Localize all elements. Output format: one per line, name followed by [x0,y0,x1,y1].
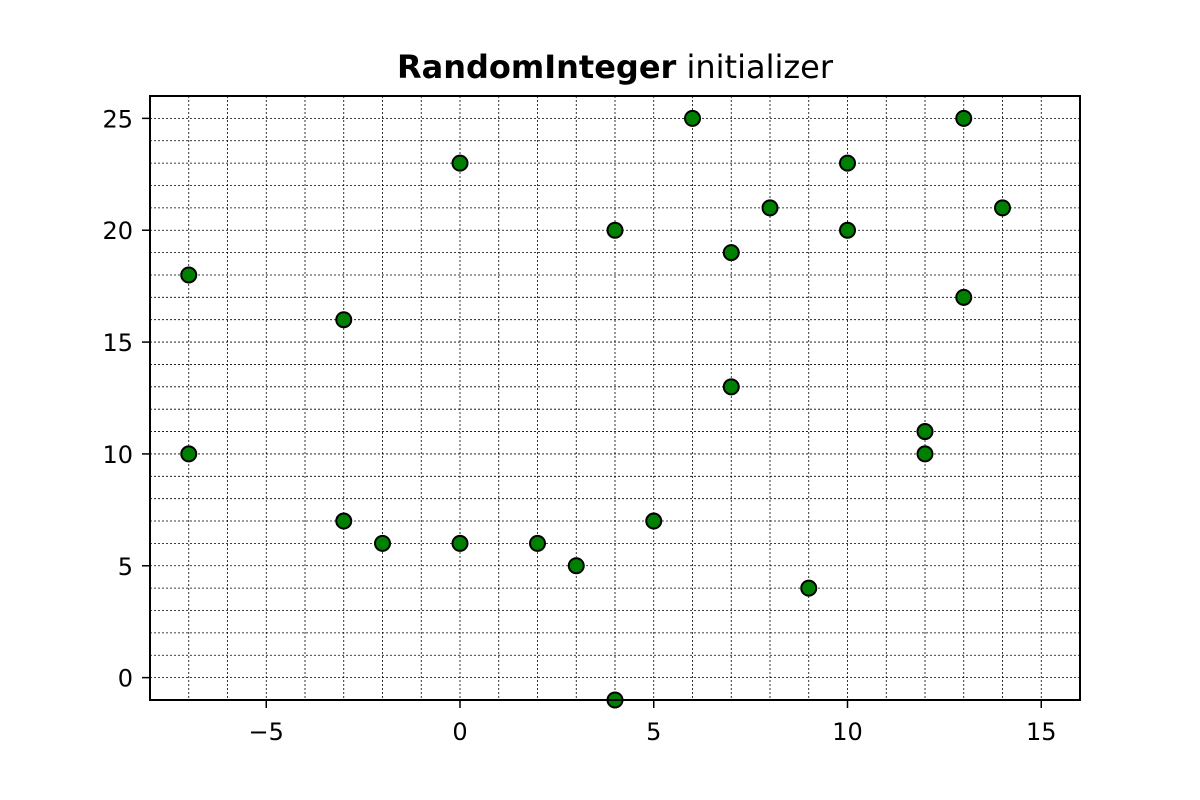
data-point [335,311,353,329]
x-tick-label: −5 [249,718,284,746]
data-point [722,244,740,262]
y-tick-label: 25 [102,105,133,133]
data-point [567,557,585,575]
data-point [180,266,198,284]
data-point [839,221,856,239]
x-tick-label: 15 [1026,718,1057,746]
y-tick-label: 20 [102,217,133,245]
axis-ticks: −5 0 5 10 15 0 5 10 15 20 25 [102,105,1056,746]
x-tick-label: 10 [832,718,863,746]
x-tick-label: 5 [646,718,661,746]
grid-lines [150,96,1080,700]
data-point [839,154,856,172]
data-point [761,199,779,217]
data-point [684,109,701,127]
data-point [529,534,546,552]
data-point [994,199,1011,217]
data-point [916,445,934,463]
data-point [374,534,391,552]
data-point [955,288,973,306]
y-tick-label: 15 [102,329,133,357]
data-point [606,221,624,239]
data-point [335,512,353,530]
chart-title-bold: RandomInteger [397,48,677,86]
data-point [451,534,469,552]
plot-frame [149,95,1081,701]
data-point [955,109,973,127]
data-points [180,109,1011,709]
x-tick-label: 0 [452,718,467,746]
y-tick-label: 10 [102,441,133,469]
y-tick-label: 5 [118,553,133,581]
data-point [916,423,934,441]
data-point [180,445,198,463]
data-point [645,512,663,530]
chart-title: RandomInteger initializer [397,48,834,86]
chart-title-rest: initializer [676,48,834,86]
y-tick-label: 0 [118,665,133,693]
data-point [451,154,469,172]
data-point [800,579,818,597]
data-point [722,378,740,396]
